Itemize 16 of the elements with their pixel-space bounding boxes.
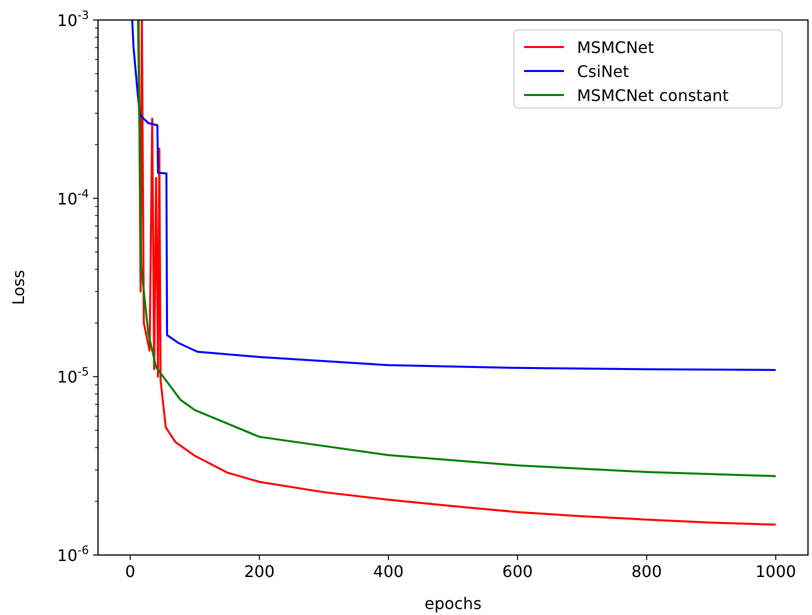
y-tick-label: 10$^{-4}$ <box>57 186 89 208</box>
legend-label: MSMCNet constant <box>577 86 729 105</box>
x-tick-label: 600 <box>502 562 533 581</box>
line-series <box>131 20 777 371</box>
y-tick-label: 10$^{-3}$ <box>57 8 89 30</box>
x-tick-label: 400 <box>373 562 404 581</box>
x-tick-label: 1000 <box>755 562 796 581</box>
x-axis-title: epochs <box>424 594 482 613</box>
x-tick-label: 200 <box>244 562 275 581</box>
x-tick-label: 800 <box>631 562 662 581</box>
legend-label: CsiNet <box>577 62 630 81</box>
y-axis-title: Loss <box>9 270 28 306</box>
y-tick-label: 10$^{-6}$ <box>57 543 89 565</box>
y-tick-label: 10$^{-5}$ <box>57 364 89 387</box>
x-tick-label: 0 <box>125 562 136 581</box>
legend-label: MSMCNet <box>577 38 654 57</box>
